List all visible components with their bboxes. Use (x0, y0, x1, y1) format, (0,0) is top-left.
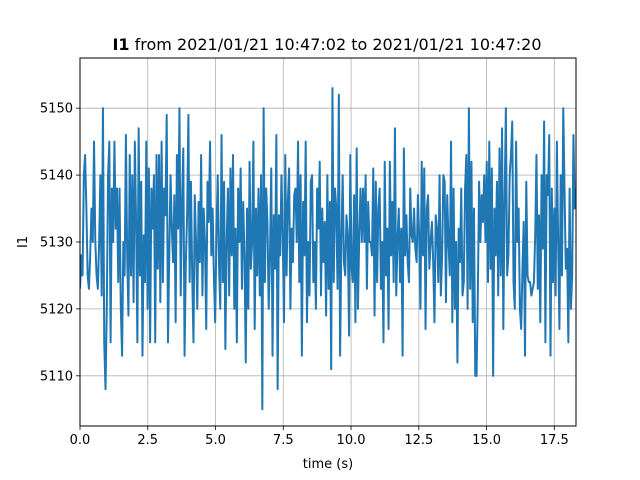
y-tick-label: 5120 (40, 302, 73, 317)
x-axis: 0.0 2.5 5.0 7.5 10.0 12.5 15.0 17.5 (70, 426, 569, 448)
series-line (80, 87, 576, 411)
x-tick-label: 0.0 (70, 433, 91, 448)
x-axis-label: time (s) (303, 457, 353, 472)
x-tick-label: 15.0 (472, 433, 501, 448)
y-axis-label: I1 (16, 236, 31, 248)
y-tick-label: 5130 (40, 236, 73, 251)
x-tick-label: 5.0 (205, 433, 226, 448)
chart-title: I1 from 2021/01/21 10:47:02 to 2021/01/2… (112, 35, 541, 54)
chart-title-rest: from 2021/01/21 10:47:02 to 2021/01/21 1… (130, 35, 542, 54)
y-tick-label: 5110 (40, 369, 73, 384)
y-axis: 5110 5120 5130 5140 5150 (40, 102, 80, 384)
x-tick-label: 7.5 (273, 433, 294, 448)
x-tick-label: 2.5 (137, 433, 158, 448)
y-tick-label: 5140 (40, 169, 73, 184)
chart-title-bold: I1 (112, 35, 129, 54)
x-tick-label: 10.0 (337, 433, 366, 448)
plot-area (80, 87, 576, 411)
y-tick-label: 5150 (40, 102, 73, 117)
x-tick-label: 17.5 (540, 433, 569, 448)
x-tick-label: 12.5 (404, 433, 433, 448)
